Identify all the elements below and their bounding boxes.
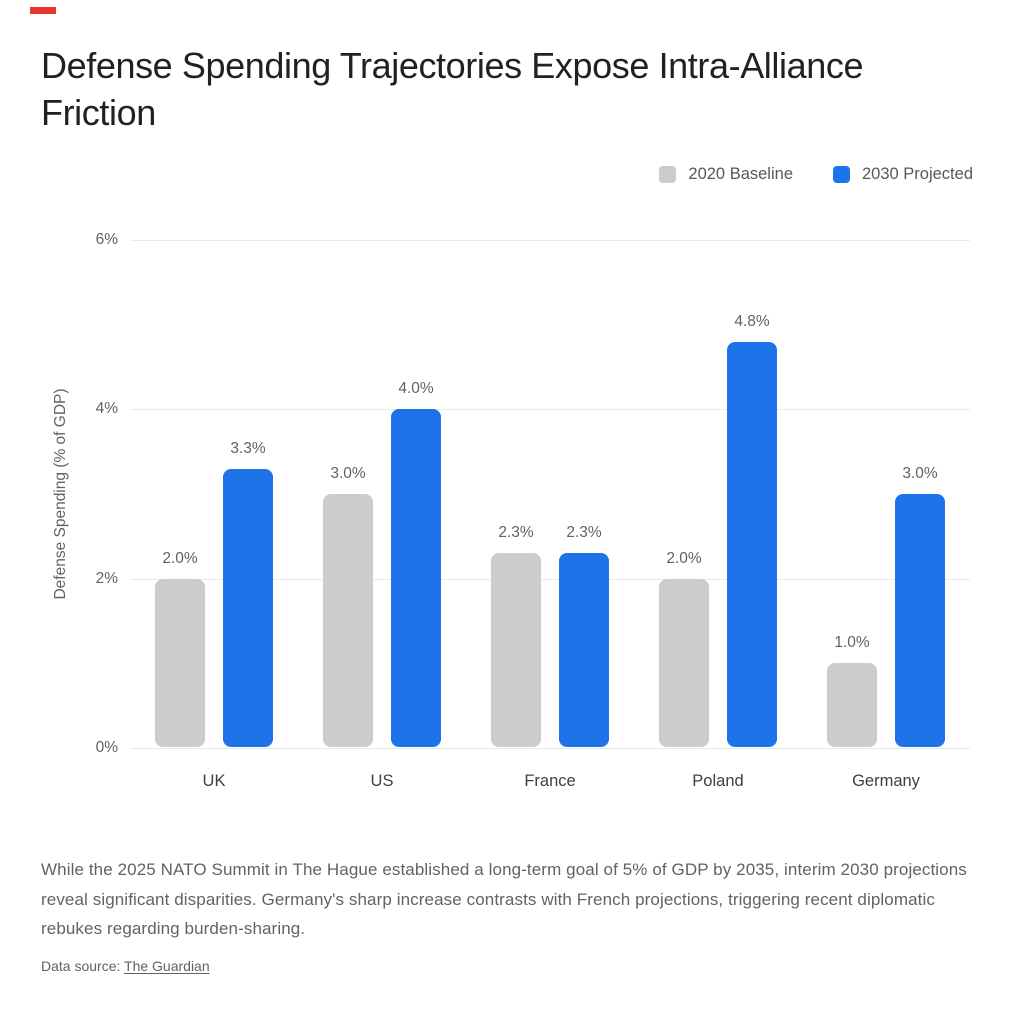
- value-label-us-1: 4.0%: [398, 380, 434, 398]
- chart-legend: 2020 Baseline 2030 Projected: [659, 165, 973, 184]
- legend-swatch-icon: [833, 166, 850, 183]
- y-axis-tick-4%: 4%: [95, 400, 118, 418]
- value-label-france-1: 2.3%: [566, 524, 602, 542]
- bar-2020-baseline-germany[interactable]: [827, 663, 877, 747]
- bar-2030-projected-germany[interactable]: [895, 494, 945, 747]
- legend-label: 2030 Projected: [862, 165, 973, 183]
- gridline-2%: [130, 578, 970, 580]
- legend-item-2020-baseline[interactable]: 2020 Baseline: [659, 165, 793, 184]
- gridline-6%: [130, 240, 970, 241]
- y-axis-title: Defense Spending (% of GDP): [52, 388, 69, 600]
- value-label-us-0: 3.0%: [330, 465, 366, 482]
- red-dash-marker: [30, 7, 56, 14]
- y-axis-tick-2%: 2%: [95, 569, 118, 587]
- x-axis-label-uk: UK: [202, 772, 226, 790]
- gridline-0%: [130, 748, 970, 749]
- value-label-uk-1: 3.3%: [230, 439, 266, 457]
- bar-2030-projected-poland[interactable]: [727, 341, 777, 747]
- bar-2030-projected-uk[interactable]: [223, 468, 273, 747]
- legend-label: 2020 Baseline: [688, 165, 793, 183]
- data-source-link[interactable]: The Guardian: [124, 958, 210, 974]
- chart-caption: While the 2025 NATO Summit in The Hague …: [41, 860, 967, 938]
- value-label-poland-0: 2.0%: [666, 549, 702, 567]
- bar-2020-baseline-poland[interactable]: [659, 578, 709, 747]
- y-axis-tick-0%: 0%: [95, 739, 118, 756]
- page-title: Defense Spending Trajectories Expose Int…: [41, 45, 864, 133]
- x-axis-label-germany: Germany: [852, 772, 920, 790]
- x-axis-label-france: France: [524, 772, 576, 790]
- bar-2020-baseline-uk[interactable]: [155, 578, 205, 747]
- y-axis-tick-6%: 6%: [95, 231, 118, 248]
- bar-2020-baseline-france[interactable]: [491, 553, 541, 747]
- x-axis-label-us: US: [370, 772, 394, 790]
- data-source-line: Data source: The Guardian: [41, 958, 210, 974]
- bar-2030-projected-us[interactable]: [391, 409, 441, 747]
- bar-2030-projected-france[interactable]: [559, 553, 609, 747]
- value-label-uk-0: 2.0%: [162, 549, 198, 567]
- value-label-germany-1: 3.0%: [902, 465, 938, 482]
- data-source-label: Data source:: [41, 958, 121, 974]
- legend-item-2030-projected[interactable]: 2030 Projected: [833, 165, 973, 184]
- x-axis-label-poland: Poland: [692, 772, 744, 790]
- value-label-poland-1: 4.8%: [734, 312, 770, 330]
- value-label-france-0: 2.3%: [498, 524, 534, 542]
- value-label-germany-0: 1.0%: [834, 634, 870, 652]
- legend-swatch-icon: [659, 166, 677, 183]
- bar-2020-baseline-us[interactable]: [323, 494, 373, 747]
- gridline-4%: [130, 409, 970, 411]
